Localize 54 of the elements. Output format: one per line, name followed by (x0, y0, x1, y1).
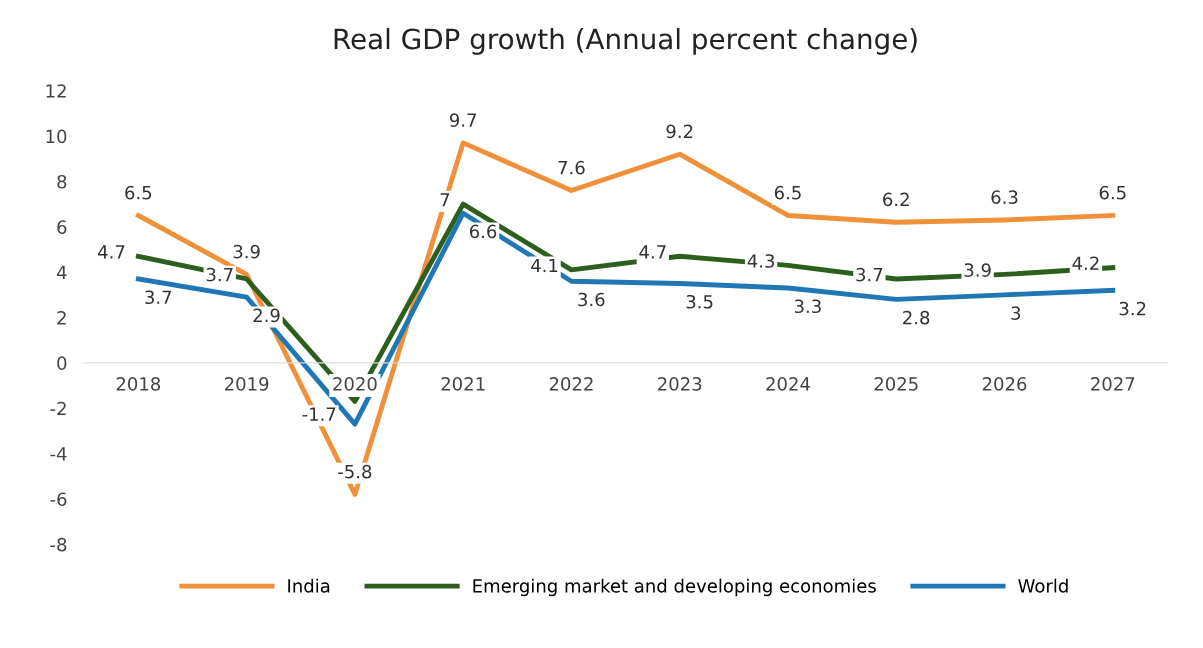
y-tick-label: -4 (50, 447, 67, 461)
data-label: 4.3 (747, 254, 775, 268)
data-label: 3.3 (794, 299, 821, 314)
data-label: 7.6 (558, 160, 585, 175)
x-tick-label: 2022 (549, 377, 593, 391)
data-label: 4.7 (639, 245, 666, 259)
y-tick-label: 10 (46, 129, 67, 144)
data-label: 3.9 (233, 244, 260, 259)
legend-label: India (288, 578, 330, 593)
x-tick-label: 2027 (1091, 377, 1135, 391)
data-label: 3.7 (206, 267, 233, 282)
data-label: 3.7 (145, 290, 172, 305)
data-label: 4.2 (1072, 256, 1099, 270)
data-label: 6.3 (991, 190, 1018, 204)
data-label: 3.5 (686, 294, 713, 309)
data-label: 9.7 (449, 113, 476, 127)
data-label: 6.5 (125, 185, 152, 200)
data-label: -5.8 (338, 464, 372, 479)
x-tick-label: 2025 (874, 377, 918, 391)
data-label: 2.9 (253, 308, 280, 323)
data-label: 9.2 (666, 124, 693, 139)
y-tick-label: 12 (46, 84, 66, 98)
legend-label: Emerging market and developing economies (473, 578, 876, 597)
y-tick-label: 2 (57, 310, 66, 325)
y-tick-label: 8 (57, 174, 67, 189)
data-label: -1.7 (302, 407, 336, 421)
x-tick-label: 2026 (982, 377, 1027, 391)
y-tick-label: -6 (50, 492, 67, 507)
data-label: 3.9 (964, 263, 991, 277)
y-tick-label: 4 (56, 265, 67, 280)
data-label: 6.2 (883, 192, 909, 207)
data-label: 3 (1011, 306, 1021, 320)
data-label: 3.2 (1119, 301, 1146, 316)
y-tick-label: 0 (57, 356, 67, 370)
x-tick-label: 2021 (441, 377, 485, 391)
y-tick-label: -8 (50, 537, 67, 552)
data-label: 7 (440, 193, 450, 207)
chart-title: Real GDP growth (Annual percent change) (334, 27, 917, 55)
y-tick-label: -2 (50, 401, 66, 416)
data-label: 4.7 (98, 245, 125, 259)
x-tick-label: 2020 (333, 377, 377, 391)
legend-label: World (1018, 578, 1068, 593)
x-tick-label: 2018 (116, 377, 161, 391)
data-label: 6.6 (469, 224, 497, 239)
data-label: 4.1 (531, 258, 558, 273)
x-tick-label: 2019 (224, 377, 269, 391)
x-tick-label: 2024 (766, 377, 810, 391)
data-label: 6.5 (1099, 185, 1126, 200)
y-tick-label: 6 (57, 220, 67, 234)
data-label: 2.8 (903, 310, 930, 325)
data-label: 3.7 (856, 267, 883, 282)
data-label: 6.5 (774, 185, 801, 200)
x-tick-label: 2023 (658, 377, 702, 391)
data-label: 3.6 (578, 292, 605, 307)
